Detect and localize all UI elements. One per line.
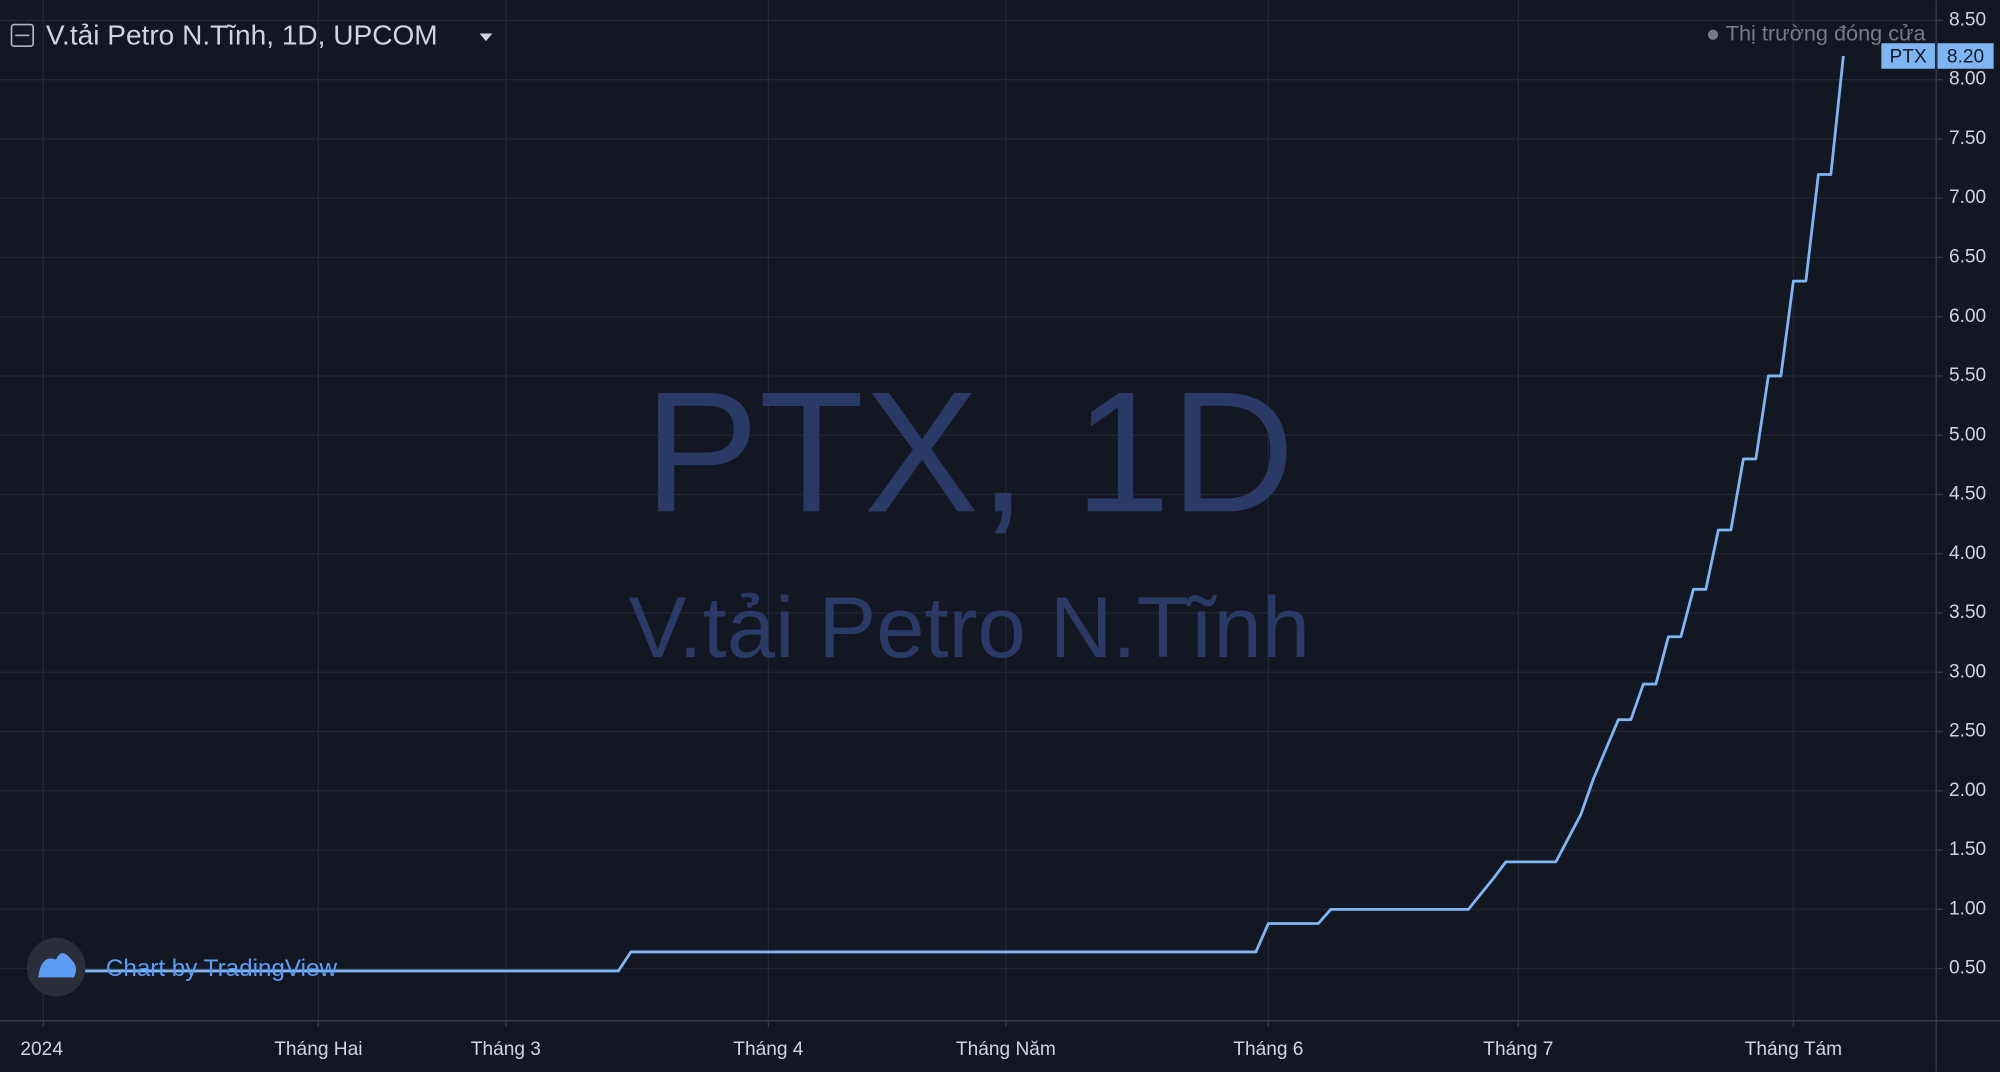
x-tick-label: 2024 xyxy=(20,1039,63,1060)
branding[interactable]: Chart by TradingView xyxy=(106,955,338,982)
y-tick-label: 1.00 xyxy=(1949,898,1986,919)
y-tick-label: 3.00 xyxy=(1949,661,1986,682)
x-tick-label: Tháng 6 xyxy=(1233,1039,1303,1060)
symbol-label-box xyxy=(1881,43,1935,69)
y-tick-label: 8.00 xyxy=(1949,69,1986,90)
y-tick-label: 6.50 xyxy=(1949,247,1986,268)
last-price-label: 8.20 xyxy=(1947,46,1984,67)
y-tick-label: 4.00 xyxy=(1949,543,1986,564)
y-tick-label: 6.00 xyxy=(1949,306,1986,327)
y-tick-label: 5.00 xyxy=(1949,424,1986,445)
y-tick-label: 5.50 xyxy=(1949,365,1986,386)
x-tick-label: Tháng Năm xyxy=(956,1039,1056,1060)
y-tick-label: 8.50 xyxy=(1949,9,1986,30)
y-tick-label: 7.50 xyxy=(1949,128,1986,149)
y-tick-label: 3.50 xyxy=(1949,602,1986,623)
x-tick-label: Tháng 3 xyxy=(471,1039,541,1060)
plot xyxy=(43,55,1845,973)
logo-cloud xyxy=(38,953,77,978)
market-status: Thị trường đóng cửa xyxy=(1726,20,1927,45)
x-tick-label: Tháng Hai xyxy=(274,1039,362,1060)
y-tick-label: 7.00 xyxy=(1949,187,1986,208)
watermark-name: V.tải Petro N.Tĩnh xyxy=(629,579,1310,676)
x-tick-label: Tháng 7 xyxy=(1483,1039,1553,1060)
y-tick-label: 1.50 xyxy=(1949,839,1986,860)
watermark-symbol: PTX, 1D xyxy=(644,356,1295,548)
price-line xyxy=(43,55,1845,973)
x-tick-label: Tháng Tám xyxy=(1745,1039,1842,1060)
status-dot xyxy=(1707,29,1719,40)
last-price-box xyxy=(1937,43,1994,69)
y-tick-label: 4.50 xyxy=(1949,484,1986,505)
collapse-button[interactable] xyxy=(10,23,34,48)
chart-title[interactable]: V.tải Petro N.Tĩnh, 1D, UPCOM xyxy=(46,20,438,51)
y-tick-label: 2.50 xyxy=(1949,721,1986,742)
title-dropdown[interactable] xyxy=(479,33,493,42)
y-tick-label: 0.50 xyxy=(1949,958,1986,979)
x-tick-label: Tháng 4 xyxy=(733,1039,804,1060)
symbol-label: PTX xyxy=(1890,46,1927,67)
grid xyxy=(0,0,1937,1021)
y-tick-label: 2.00 xyxy=(1949,780,1986,801)
